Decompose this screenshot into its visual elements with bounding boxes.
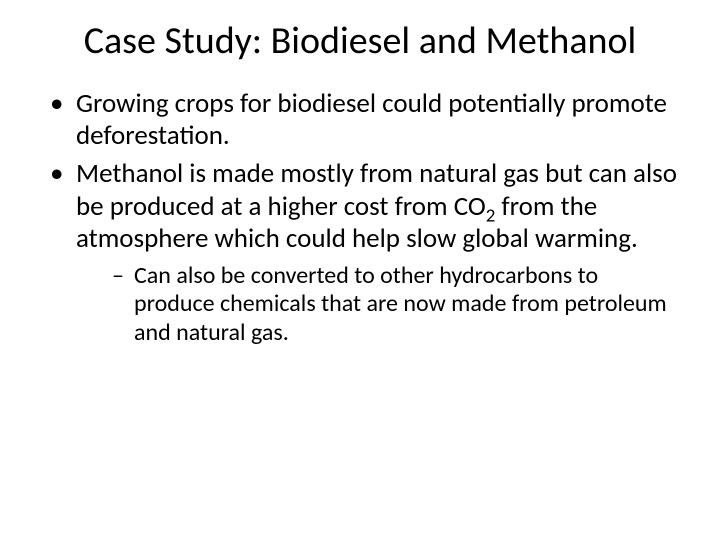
- sub-bullet-item: Can also be converted to other hydrocarb…: [112, 262, 680, 348]
- bullet-item: Methanol is made mostly from natural gas…: [50, 158, 680, 348]
- bullet-item: Growing crops for biodiesel could potent…: [50, 88, 680, 153]
- sub-bullet-text: Can also be converted to other hydrocarb…: [134, 261, 667, 348]
- bullet-text: Growing crops for biodiesel could potent…: [76, 87, 667, 152]
- sub-bullet-list: Can also be converted to other hydrocarb…: [76, 262, 680, 348]
- bullet-list: Growing crops for biodiesel could potent…: [40, 88, 680, 348]
- slide-title: Case Study: Biodiesel and Methanol: [40, 20, 680, 64]
- slide: Case Study: Biodiesel and Methanol Growi…: [0, 0, 720, 540]
